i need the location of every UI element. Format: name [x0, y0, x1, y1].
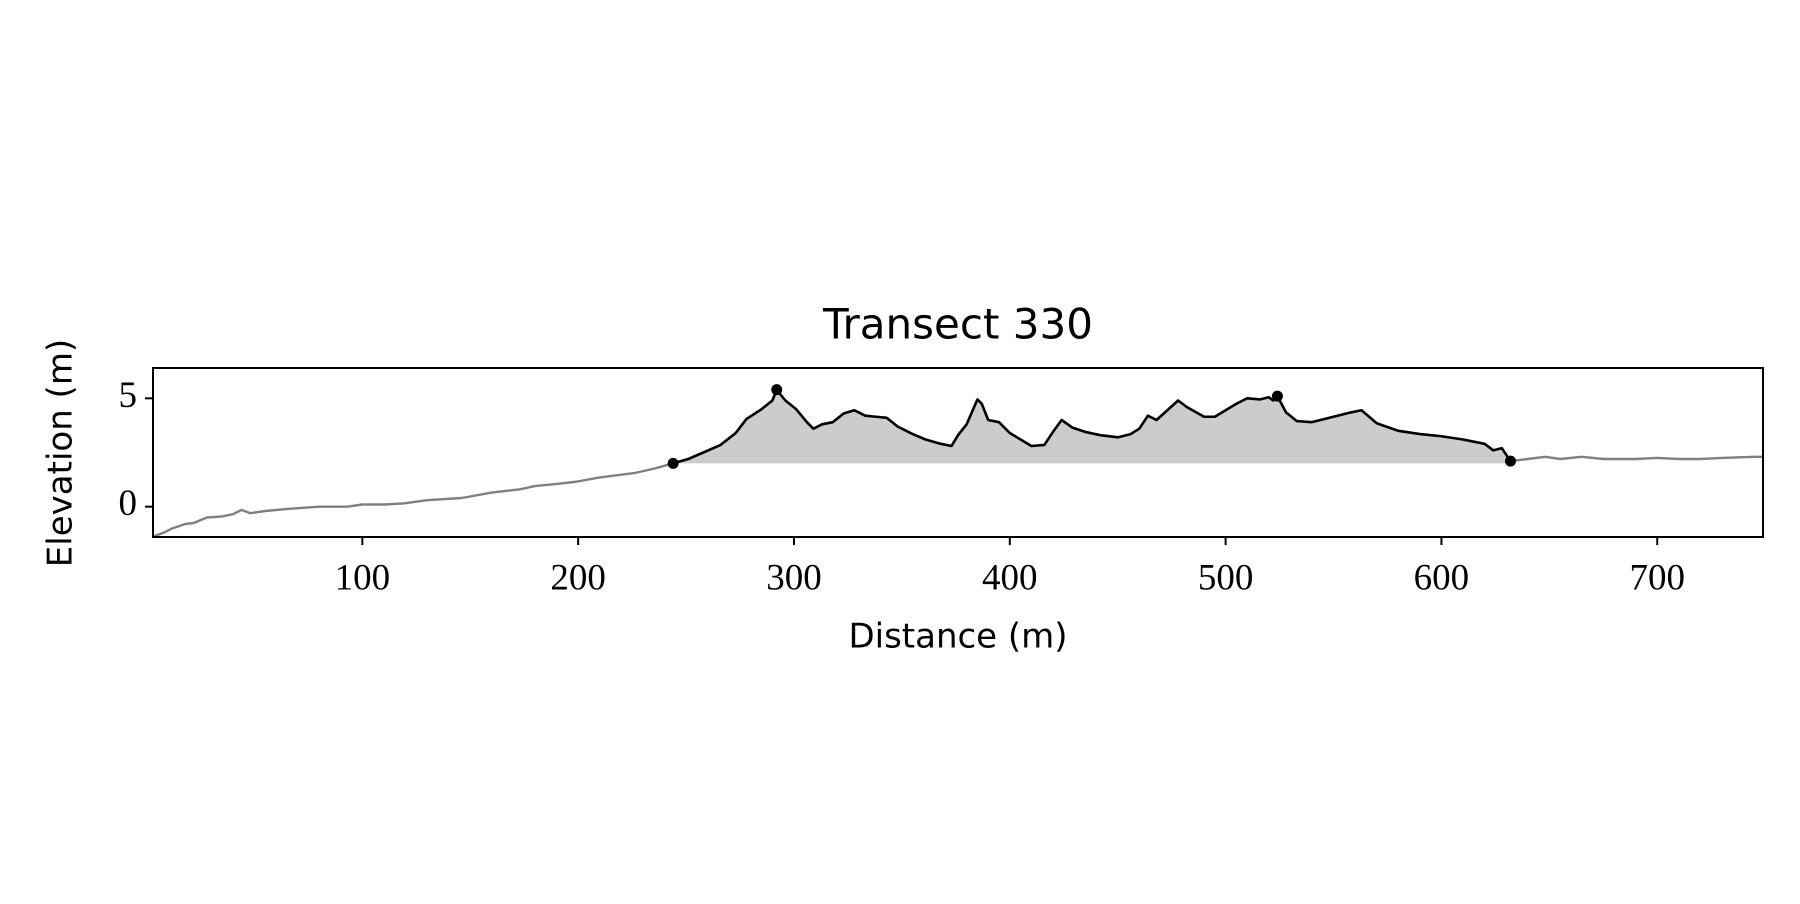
area-fill — [673, 389, 1511, 464]
chart-title: Transect 330 — [822, 300, 1093, 349]
profile-line — [672, 388, 1512, 465]
x-tick-label: 300 — [766, 557, 822, 598]
marker-point — [1504, 455, 1516, 467]
x-tick-label: 400 — [982, 557, 1038, 598]
x-tick-label: 600 — [1414, 557, 1470, 598]
x-tick-label: 500 — [1198, 557, 1254, 598]
y-tick-label: 0 — [119, 483, 138, 524]
marker-point — [667, 457, 679, 469]
plot-frame — [152, 367, 1764, 538]
x-tick-label: 700 — [1629, 557, 1685, 598]
x-axis-label: Distance (m) — [848, 617, 1067, 657]
marker-point — [771, 384, 783, 396]
x-tick-label: 200 — [550, 557, 606, 598]
marker-point — [1271, 390, 1283, 402]
profile-line — [153, 462, 674, 537]
y-axis-label: Elevation (m) — [41, 339, 81, 567]
profile-line — [1510, 455, 1763, 463]
x-tick-label: 100 — [335, 557, 391, 598]
y-tick-label: 5 — [119, 375, 138, 416]
